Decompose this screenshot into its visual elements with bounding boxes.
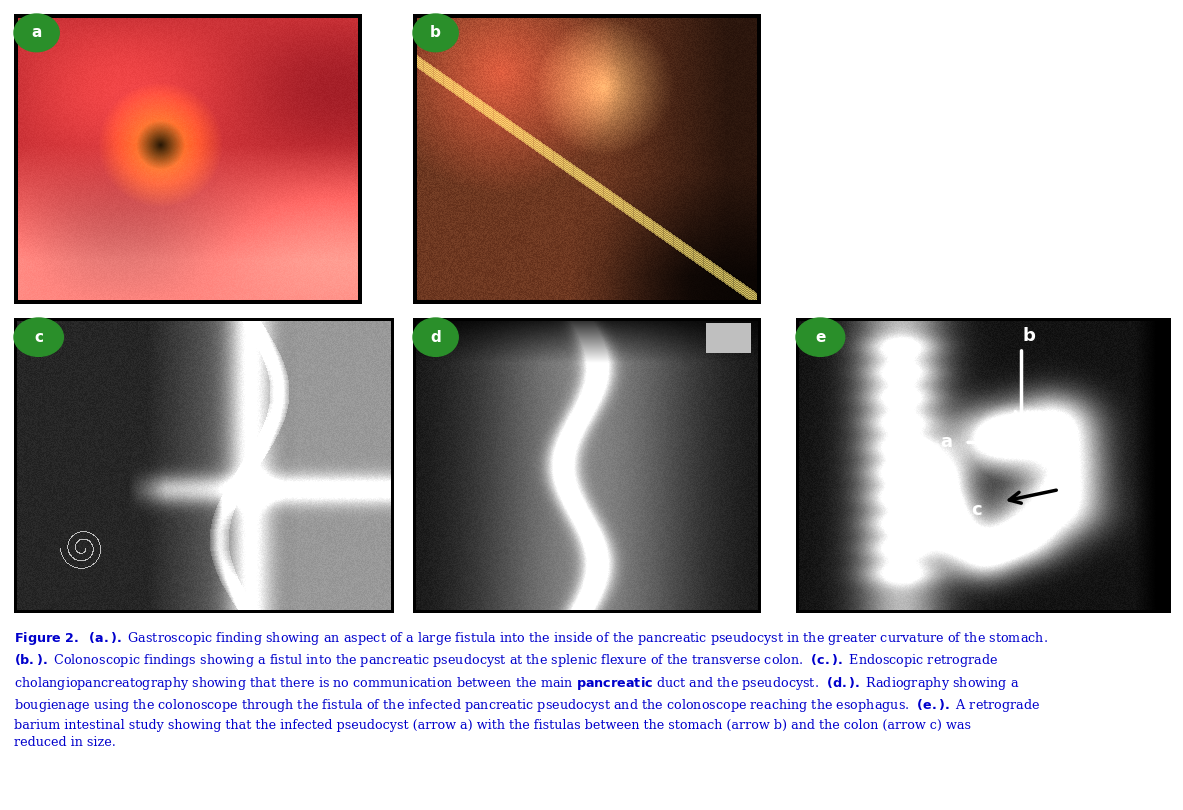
Text: a: a [32,25,41,40]
Text: $\mathbf{Figure\ 2.}$  $\mathbf{(a.).}$ Gastroscopic finding showing an aspect o: $\mathbf{Figure\ 2.}$ $\mathbf{(a.).}$ G… [14,630,1048,749]
Text: e: e [815,330,826,345]
Text: d: d [431,330,441,345]
Circle shape [413,14,458,52]
Text: b: b [431,25,441,40]
Circle shape [14,318,64,356]
Circle shape [14,14,59,52]
Text: c: c [971,501,982,519]
Text: c: c [34,330,44,345]
Circle shape [413,318,458,356]
Text: b: b [1022,327,1035,345]
Text: a: a [940,433,952,451]
Circle shape [796,318,845,356]
